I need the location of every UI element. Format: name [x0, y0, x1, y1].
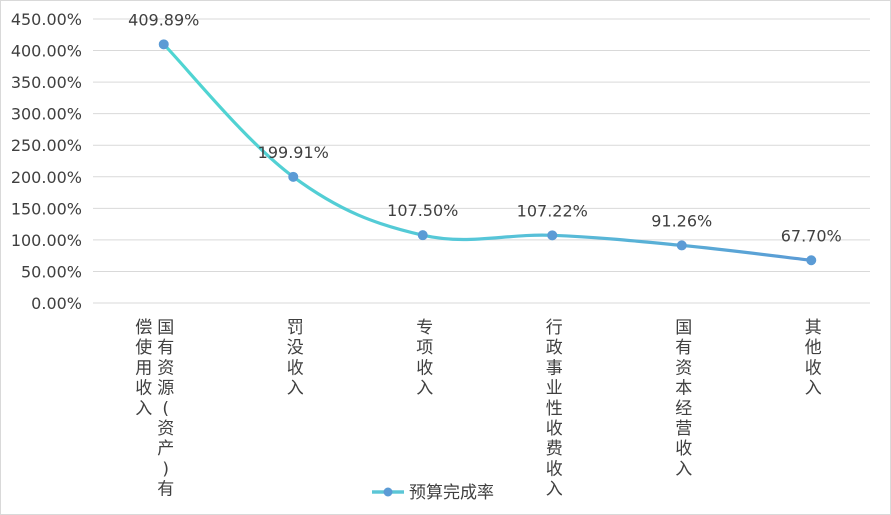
category-char: 有 — [675, 338, 692, 358]
y-tick-label: 100.00% — [11, 231, 82, 250]
data-point — [676, 240, 687, 251]
category-char: 费 — [546, 439, 563, 459]
category-char: 其 — [805, 318, 822, 338]
data-point — [417, 230, 428, 241]
category-char: 源 — [157, 379, 174, 399]
category-char: 他 — [805, 338, 822, 358]
data-point — [288, 171, 299, 182]
category-char: 有 — [157, 480, 174, 500]
category-char: 收 — [135, 379, 152, 399]
y-tick-label: 400.00% — [11, 42, 82, 61]
y-tick-label: 250.00% — [11, 136, 82, 155]
category-char: 入 — [287, 379, 304, 399]
series-line-group — [158, 39, 817, 266]
category-char: ( — [162, 399, 169, 419]
data-label: 409.89% — [128, 10, 199, 29]
category-char: 没 — [287, 338, 304, 358]
category-char: 资 — [157, 358, 174, 378]
category-char: 经 — [675, 399, 692, 419]
data-point — [158, 39, 169, 50]
y-tick-label: 450.00% — [11, 10, 82, 29]
category-char: 政 — [546, 338, 563, 358]
y-tick-label: 200.00% — [11, 168, 82, 187]
category-char: 罚 — [287, 318, 304, 338]
category-char: 国 — [675, 318, 692, 338]
data-label: 107.50% — [387, 201, 458, 220]
category-char: 用 — [135, 358, 152, 378]
series-line — [162, 42, 813, 262]
legend-marker-icon — [383, 487, 393, 497]
gridlines — [93, 18, 870, 304]
category-char: 事 — [546, 358, 563, 378]
legend-label: 预算完成率 — [409, 483, 494, 503]
category-char: 本 — [675, 379, 692, 399]
category-char: 收 — [416, 358, 433, 378]
category-char: 收 — [287, 358, 304, 378]
y-axis: 0.00% 50.00% 100.00% 150.00% 200.00% 250.00% 3… — [11, 10, 82, 313]
category-char: 资 — [675, 358, 692, 378]
category-char: 有 — [157, 338, 174, 358]
data-label: 199.91% — [258, 143, 329, 162]
category-char: 入 — [416, 379, 433, 399]
category-char: 国 — [157, 318, 174, 338]
category-char: ) — [162, 459, 169, 479]
category-char: 产 — [157, 439, 174, 459]
category-char: 专 — [416, 318, 433, 338]
y-tick-label: 0.00% — [31, 294, 82, 313]
y-tick-label: 50.00% — [21, 262, 82, 281]
category-char: 营 — [675, 419, 692, 439]
category-char: 性 — [546, 399, 563, 419]
category-char: 使 — [135, 337, 152, 358]
category-char: 收 — [805, 358, 822, 378]
data-point — [806, 255, 817, 266]
data-labels: 409.89% 199.91% 107.50% 107.22% 91.26% 67.70% — [128, 10, 842, 245]
category-char: 入 — [805, 379, 822, 399]
data-label: 107.22% — [517, 201, 588, 220]
category-char: 入 — [135, 399, 152, 419]
category-char: 收 — [546, 459, 563, 479]
data-label: 67.70% — [781, 226, 842, 245]
data-point — [547, 230, 558, 241]
category-char: 收 — [546, 419, 563, 439]
category-char: 入 — [675, 459, 692, 479]
y-tick-label: 150.00% — [11, 199, 82, 218]
category-char: 业 — [546, 379, 563, 399]
category-char: 项 — [416, 338, 433, 358]
category-char: 入 — [546, 480, 563, 500]
category-char: 收 — [675, 439, 692, 459]
legend: 预算完成率 — [372, 483, 494, 503]
category-char: 资 — [157, 419, 174, 439]
x-axis: 国有资源(资产)有偿使用收入罚没收入专项收入行政事业性收费收入国有资本经营收入其… — [135, 318, 822, 500]
y-tick-label: 350.00% — [11, 73, 82, 92]
data-label: 91.26% — [651, 211, 712, 230]
category-char: 行 — [546, 318, 563, 338]
category-char: 偿 — [135, 318, 152, 338]
y-tick-label: 300.00% — [11, 105, 82, 124]
